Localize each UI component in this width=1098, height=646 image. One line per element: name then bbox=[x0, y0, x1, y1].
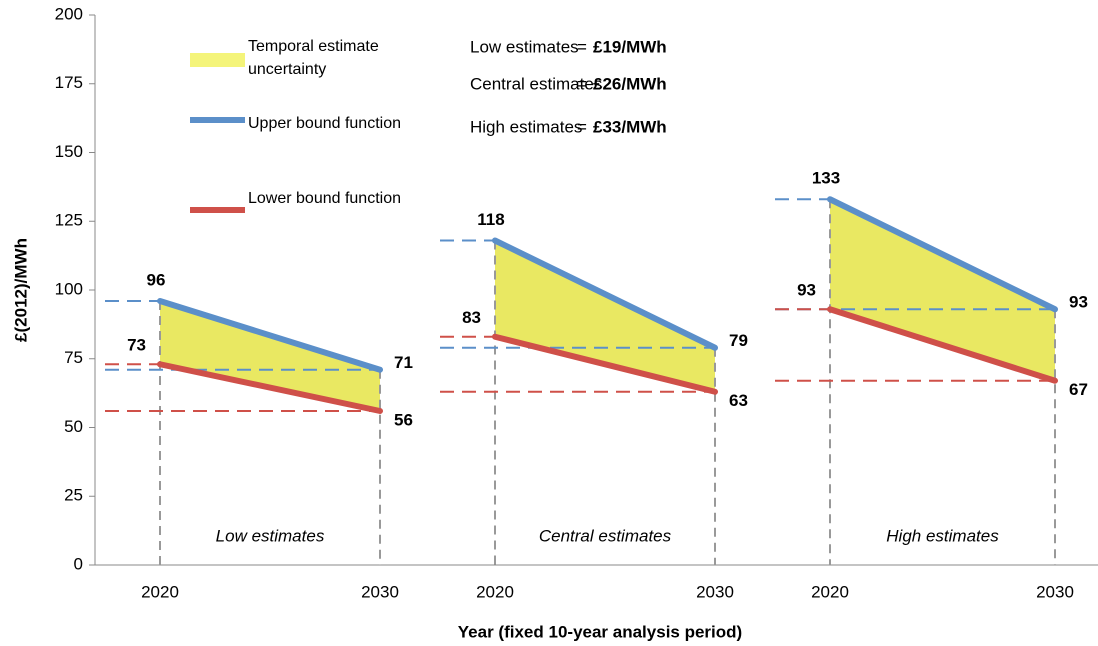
data-label: 133 bbox=[812, 169, 840, 188]
x-tick-label: 2020 bbox=[141, 582, 179, 601]
summary-value: £26/MWh bbox=[593, 74, 667, 93]
data-label: 93 bbox=[797, 281, 816, 300]
y-tick-label: 175 bbox=[55, 73, 83, 92]
summary-value: £33/MWh bbox=[593, 117, 667, 136]
data-label: 83 bbox=[462, 308, 481, 327]
summary-label: Low estimates bbox=[470, 37, 579, 56]
x-tick-label: 2030 bbox=[1036, 582, 1074, 601]
y-tick-label: 50 bbox=[64, 417, 83, 436]
uncertainty-area bbox=[830, 199, 1055, 381]
legend-entry: Lower bound function bbox=[248, 190, 401, 207]
x-axis-label: Year (fixed 10-year analysis period) bbox=[458, 622, 742, 641]
y-axis-label: £(2012)/MWh bbox=[11, 238, 30, 342]
x-tick-label: 2030 bbox=[361, 582, 399, 601]
legend-entry: Temporal estimate uncertainty bbox=[248, 38, 379, 78]
data-label: 71 bbox=[394, 353, 413, 372]
uncertainty-area bbox=[495, 240, 715, 392]
x-tick-label: 2020 bbox=[476, 582, 514, 601]
data-label: 93 bbox=[1069, 293, 1088, 312]
data-label: 67 bbox=[1069, 380, 1088, 399]
summary-value: £19/MWh bbox=[593, 37, 667, 56]
y-tick-label: 150 bbox=[55, 142, 83, 161]
panel-label: High estimates bbox=[886, 526, 999, 545]
legend-swatch bbox=[190, 53, 245, 67]
x-tick-label: 2020 bbox=[811, 582, 849, 601]
y-tick-label: 0 bbox=[74, 554, 83, 573]
data-label: 118 bbox=[477, 210, 504, 229]
data-label: 73 bbox=[127, 336, 146, 355]
x-tick-label: 2030 bbox=[696, 582, 734, 601]
data-label: 63 bbox=[729, 391, 748, 410]
upper-bound-line bbox=[157, 298, 383, 373]
summary-sign: = bbox=[577, 74, 587, 93]
legend-entry: Upper bound function bbox=[248, 115, 401, 132]
y-tick-label: 100 bbox=[55, 279, 83, 298]
lower-bound-line bbox=[157, 361, 383, 414]
panel-label: Low estimates bbox=[216, 526, 325, 545]
upper-bound-line bbox=[492, 237, 718, 351]
summary-sign: = bbox=[577, 117, 587, 136]
data-label: 96 bbox=[147, 270, 166, 289]
y-tick-label: 25 bbox=[64, 486, 83, 505]
data-label: 56 bbox=[394, 410, 413, 429]
uncertainty-area bbox=[160, 301, 380, 411]
summary-label: Central estimates bbox=[470, 74, 602, 93]
y-tick-label: 200 bbox=[55, 4, 83, 23]
data-label: 79 bbox=[729, 331, 748, 350]
y-tick-label: 125 bbox=[55, 211, 83, 230]
summary-label: High estimates bbox=[470, 117, 582, 136]
lower-bound-line bbox=[492, 333, 718, 395]
panel-label: Central estimates bbox=[539, 526, 672, 545]
y-tick-label: 75 bbox=[64, 348, 83, 367]
summary-sign: = bbox=[577, 37, 587, 56]
upper-bound-line bbox=[827, 196, 1058, 313]
lower-bound-line bbox=[827, 306, 1058, 384]
